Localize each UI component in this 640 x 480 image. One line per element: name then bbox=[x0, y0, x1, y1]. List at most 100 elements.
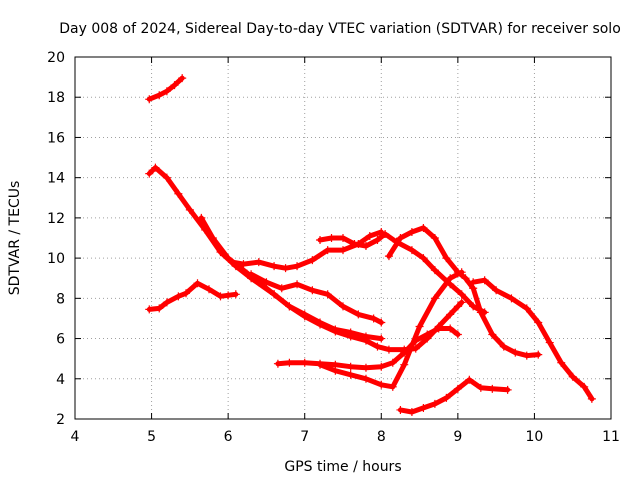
series-line bbox=[146, 165, 465, 353]
data-point-plus bbox=[587, 394, 596, 403]
data-point-plus bbox=[361, 242, 370, 251]
data-point-plus bbox=[434, 324, 443, 333]
data-point-plus bbox=[281, 264, 290, 273]
data-point-plus bbox=[285, 302, 294, 311]
data-point-plus bbox=[534, 350, 543, 359]
data-point-plus bbox=[511, 348, 520, 357]
x-tick-label: 10 bbox=[526, 429, 544, 445]
data-point-plus bbox=[231, 290, 240, 299]
series-arc-9 bbox=[316, 268, 466, 391]
series-line bbox=[198, 215, 384, 342]
grid bbox=[75, 57, 611, 419]
data-point-plus bbox=[419, 223, 428, 232]
series-arc-12 bbox=[469, 276, 596, 403]
data-point-plus bbox=[507, 294, 516, 303]
data-point-plus bbox=[197, 213, 206, 222]
data-point-plus bbox=[446, 310, 455, 319]
series-line bbox=[397, 377, 511, 415]
series-line bbox=[146, 75, 185, 102]
data-point-plus bbox=[384, 345, 393, 354]
data-point-plus bbox=[423, 330, 432, 339]
y-tick-label: 20 bbox=[47, 50, 65, 66]
y-tick-label: 8 bbox=[56, 291, 65, 307]
y-tick-label: 16 bbox=[47, 130, 65, 146]
series-arc-5 bbox=[227, 227, 386, 273]
data-point-plus bbox=[488, 384, 497, 393]
data-point-plus bbox=[273, 359, 282, 368]
data-point-plus bbox=[534, 318, 543, 327]
data-point-plus bbox=[430, 399, 439, 408]
data-point-plus bbox=[331, 366, 340, 375]
data-point-plus bbox=[145, 169, 154, 178]
data-point-plus bbox=[224, 291, 233, 300]
data-point-plus bbox=[442, 393, 451, 402]
data-point-plus bbox=[453, 268, 462, 277]
data-point-plus bbox=[430, 266, 439, 275]
data-point-plus bbox=[503, 385, 512, 394]
y-axis-label: SDTVAR / TECUs bbox=[7, 181, 23, 296]
data-point-plus bbox=[227, 258, 236, 267]
x-tick-label: 4 bbox=[71, 429, 80, 445]
series-arc-6 bbox=[247, 270, 386, 327]
data-point-plus bbox=[346, 370, 355, 379]
data-point-plus bbox=[396, 405, 405, 414]
data-point-plus bbox=[457, 298, 466, 307]
x-tick-label: 5 bbox=[147, 429, 156, 445]
data-point-plus bbox=[476, 383, 485, 392]
data-point-plus bbox=[446, 274, 455, 283]
data-point-plus bbox=[162, 173, 171, 182]
data-point-plus bbox=[151, 163, 160, 172]
data-point-plus bbox=[396, 234, 405, 242]
data-point-plus bbox=[377, 362, 386, 371]
data-point-plus bbox=[369, 314, 378, 323]
data-point-plus bbox=[373, 236, 382, 245]
y-tick-label: 14 bbox=[47, 171, 65, 187]
data-point-plus bbox=[361, 374, 370, 383]
data-point-plus bbox=[442, 254, 451, 263]
data-point-plus bbox=[346, 328, 355, 337]
data-point-plus bbox=[453, 302, 462, 311]
data-point-plus bbox=[361, 363, 370, 372]
data-point-plus bbox=[407, 407, 416, 416]
data-point-plus bbox=[162, 298, 171, 307]
x-tick-label: 6 bbox=[224, 429, 233, 445]
data-point-plus bbox=[323, 246, 332, 255]
y-tick-label: 18 bbox=[47, 90, 65, 106]
data-point-plus bbox=[285, 358, 294, 367]
data-point-plus bbox=[457, 290, 466, 299]
y-tick-label: 6 bbox=[56, 332, 65, 348]
data-point-plus bbox=[239, 260, 248, 269]
data-point-plus bbox=[381, 229, 390, 238]
data-point-plus bbox=[453, 384, 462, 393]
data-point-plus bbox=[293, 280, 302, 289]
data-point-plus bbox=[308, 256, 317, 265]
data-point-plus bbox=[316, 236, 325, 245]
data-point-plus bbox=[308, 286, 317, 295]
data-point-plus bbox=[300, 358, 309, 367]
data-point-plus bbox=[316, 360, 325, 369]
data-point-plus bbox=[277, 284, 286, 293]
data-point-plus bbox=[580, 382, 589, 391]
data-point-plus bbox=[354, 310, 363, 319]
data-point-plus bbox=[522, 351, 531, 360]
data-point-plus bbox=[270, 262, 279, 271]
data-point-plus bbox=[185, 205, 194, 214]
data-point-plus bbox=[407, 246, 416, 255]
x-tick-label: 7 bbox=[300, 429, 309, 445]
data-point-plus bbox=[377, 318, 386, 327]
data-point-plus bbox=[162, 87, 171, 96]
x-tick-label: 8 bbox=[377, 429, 386, 445]
data-point-plus bbox=[361, 332, 370, 341]
chart-title: Day 008 of 2024, Sidereal Day-to-day VTE… bbox=[59, 21, 621, 37]
data-point-plus bbox=[208, 234, 217, 242]
data-point-plus bbox=[488, 330, 497, 339]
data-point-plus bbox=[327, 234, 336, 242]
data-point-plus bbox=[492, 286, 501, 295]
data-point-plus bbox=[407, 227, 416, 236]
data-point-plus bbox=[270, 290, 279, 299]
data-point-plus bbox=[388, 382, 397, 391]
series-arc-1 bbox=[145, 74, 187, 104]
data-point-plus bbox=[193, 279, 202, 288]
data-point-plus bbox=[430, 294, 439, 303]
